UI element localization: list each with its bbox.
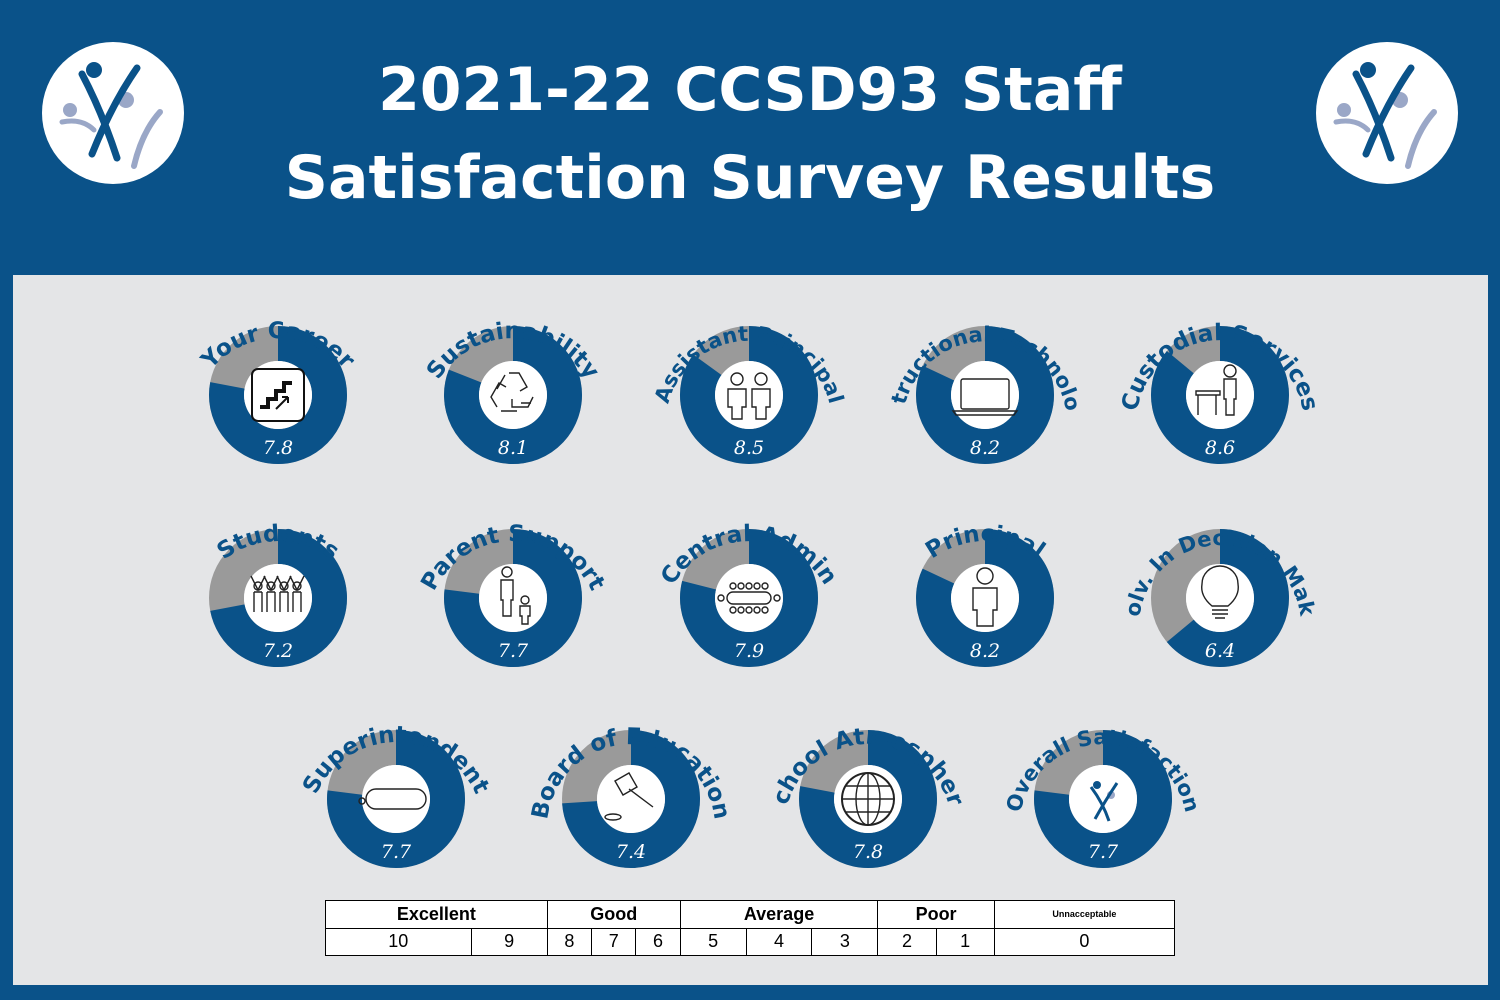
gauge-center — [597, 765, 665, 833]
gauge-involv-in-decision-making: 6.4Involv. In Decision Making — [13, 275, 1320, 667]
gavel-icon — [604, 772, 654, 821]
gauge-value-arc — [680, 529, 818, 667]
gauge-value-arc — [210, 529, 347, 667]
scale-value: 6 — [635, 927, 681, 956]
scale-category: Unnacceptable — [993, 900, 1176, 929]
gauge-value-label: 8.2 — [970, 640, 1000, 662]
students-icon — [250, 575, 305, 612]
gauge-value-label: 7.2 — [263, 640, 293, 662]
gauge-center — [951, 564, 1019, 632]
ccsd93-logo-icon — [59, 62, 163, 169]
stairs-icon — [251, 368, 305, 422]
gauge-center — [479, 361, 547, 429]
gauge-value-label: 7.7 — [498, 640, 529, 662]
rating-scale-legend: Excellent Good Average Poor Unnacceptabl… — [325, 900, 1176, 956]
gauge-value-label: 8.6 — [1205, 437, 1235, 459]
gauge-value-arc — [1151, 326, 1289, 464]
scale-value: 1 — [935, 927, 995, 956]
gauge-value-arc — [799, 730, 937, 868]
scale-value: 8 — [546, 927, 593, 956]
gauge-value-arc — [916, 326, 1054, 464]
gauge-center — [951, 361, 1019, 429]
scale-value: 0 — [993, 927, 1176, 956]
gauge-value-arc — [327, 730, 465, 868]
gauge-value-label: 7.8 — [853, 841, 883, 863]
gauge-value-label: 8.1 — [498, 437, 528, 459]
gauge-value-arc — [1166, 529, 1289, 667]
gauge-value-arc — [562, 730, 700, 868]
scale-category: Good — [546, 900, 681, 929]
ccsd93-logo-right — [1316, 42, 1458, 184]
gauge-value-arc — [680, 326, 818, 464]
gauge-center — [715, 564, 783, 632]
person-icon — [972, 567, 998, 627]
gauge-value-label: 7.8 — [263, 437, 293, 459]
desk-icon — [358, 788, 427, 810]
gauge-value-arc — [444, 326, 582, 464]
gauge-value-label: 8.5 — [734, 437, 764, 459]
scale-value: 9 — [470, 927, 548, 956]
gauge-center — [715, 361, 783, 429]
lightbulb-icon — [1201, 565, 1239, 619]
meeting-table-icon — [717, 582, 781, 614]
gauge-value-arc — [444, 529, 582, 667]
gauge-center — [244, 564, 312, 632]
gauge-value-label: 8.2 — [970, 437, 1000, 459]
ccsd93-logo-icon — [1089, 781, 1119, 822]
gauge-value-label: 7.7 — [1088, 841, 1119, 863]
scale-category: Average — [679, 900, 879, 929]
page-title-line-2: Satisfaction Survey Results — [284, 143, 1216, 213]
ccsd93-logo-icon — [1333, 62, 1437, 169]
gauge-value-label: 7.9 — [734, 640, 764, 662]
gauge-center — [1186, 564, 1254, 632]
recycle-icon — [490, 372, 534, 412]
gauge-center — [362, 765, 430, 833]
gauge-value-arc — [209, 326, 347, 464]
gauge-center — [1069, 765, 1137, 833]
page-title-line-1: 2021-22 CCSD93 Staff — [378, 55, 1122, 125]
results-panel: 7.8 Your Career 8.1 Sustainability 8.5 Assist… — [13, 275, 1488, 985]
scale-value: 3 — [811, 927, 879, 956]
ccsd93-logo-left — [42, 42, 184, 184]
gauge-value-arc — [1034, 730, 1172, 868]
scale-value: 4 — [745, 927, 813, 956]
gauge-value-label: 7.4 — [616, 841, 646, 863]
gauge-value-arc — [916, 529, 1054, 667]
laptop-icon — [951, 378, 1019, 416]
custodian-icon — [1195, 364, 1237, 416]
globe-icon — [841, 772, 895, 826]
scale-value: 10 — [325, 927, 472, 956]
gauge-value-label: 7.7 — [381, 841, 412, 863]
scale-category: Excellent — [325, 900, 548, 929]
scale-value: 5 — [679, 927, 747, 956]
scale-value: 7 — [591, 927, 637, 956]
scale-category: Poor — [877, 900, 995, 929]
scale-value: 2 — [877, 927, 937, 956]
parent-child-icon — [500, 566, 531, 625]
two-people-icon — [727, 372, 771, 420]
gauge-value-label: 6.4 — [1205, 640, 1235, 662]
